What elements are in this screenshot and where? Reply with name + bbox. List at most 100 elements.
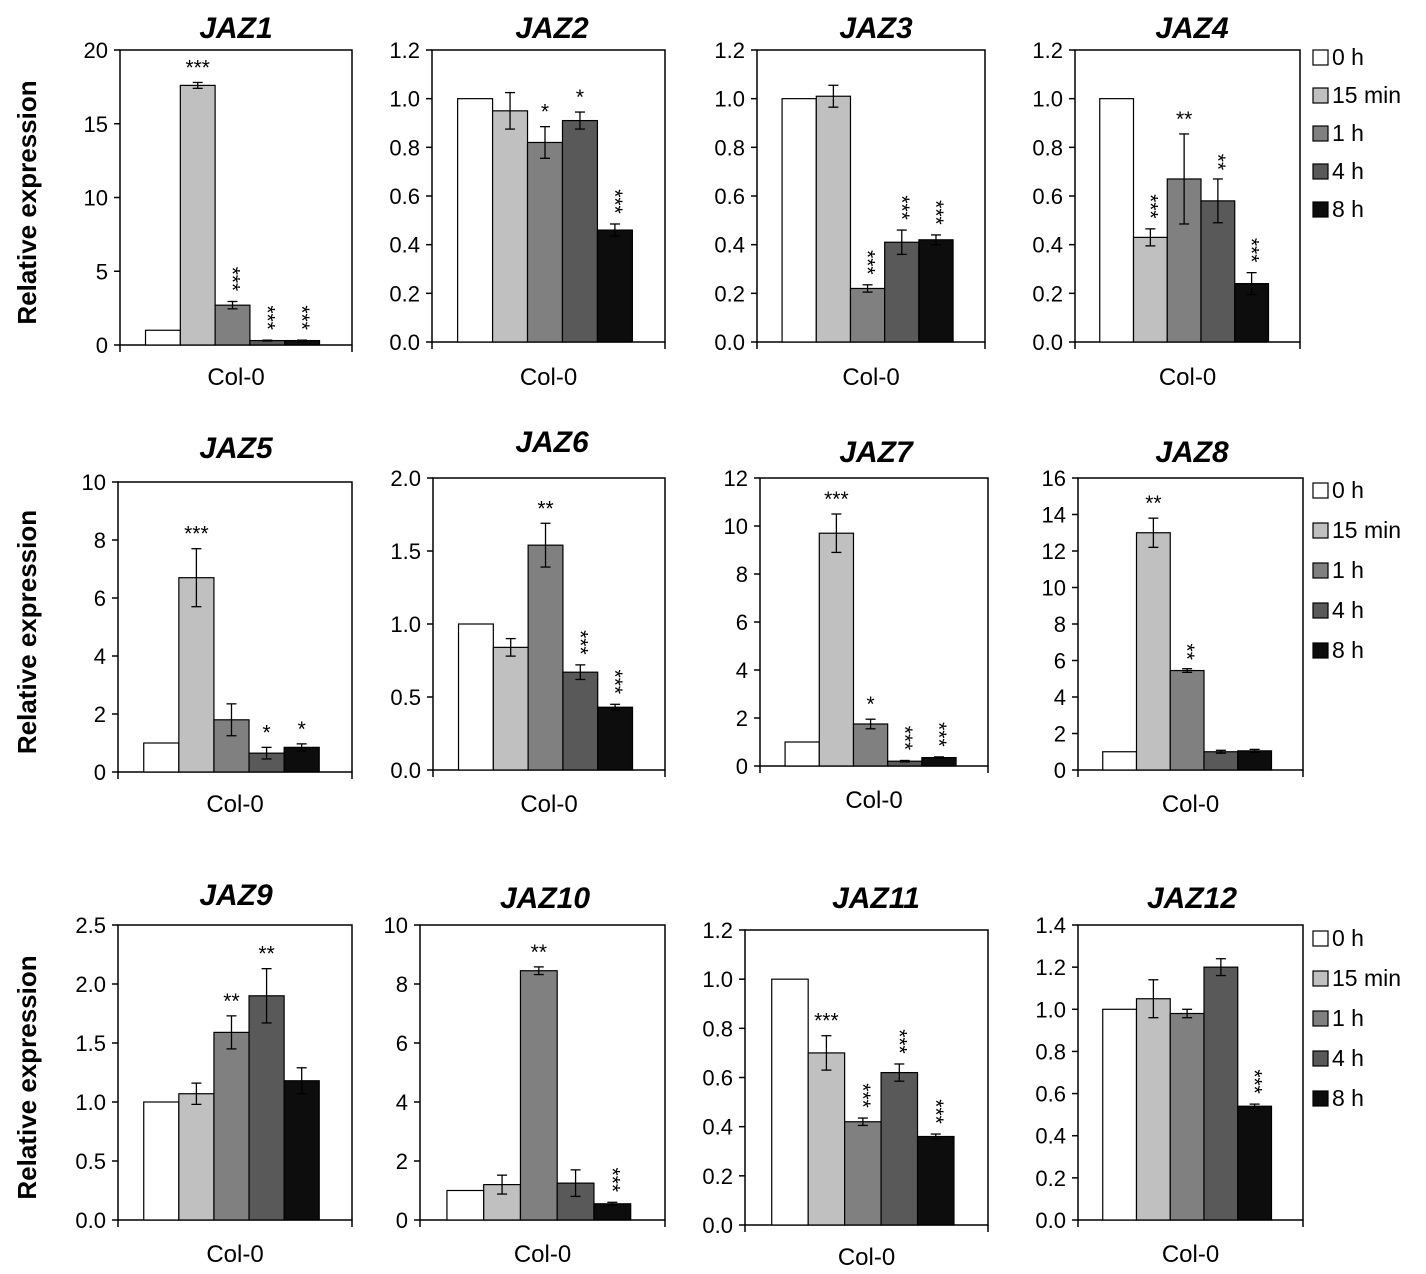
- panel-4-bar: [1099, 98, 1135, 343]
- panel-10-title: JAZ10: [500, 882, 590, 915]
- panel-1-significance-label: ***: [255, 305, 278, 330]
- panel-6-bar: [597, 706, 634, 771]
- panel-2-bar: [561, 119, 599, 343]
- panel-3-bar: [884, 241, 920, 343]
- panel-3-ytick-label: 1.2: [714, 38, 745, 63]
- panel-4-ytick-label: 0.4: [1032, 233, 1063, 258]
- panel-9-bar: [143, 1101, 180, 1221]
- panel-12-significance-label: ***: [1243, 1069, 1266, 1094]
- panel-6-ytick-label: 1.0: [390, 612, 421, 637]
- panel-7-ytick-label: 0: [736, 754, 748, 779]
- panel-1-significance-label: ***: [185, 56, 210, 79]
- panel-7-ytick-label: 4: [736, 658, 748, 683]
- panel-4-significance-label: ***: [1138, 194, 1161, 219]
- panel-11-bar: [807, 1052, 846, 1226]
- panel-12-legend-swatch: [1312, 1090, 1329, 1107]
- panel-11-category-label: Col-0: [838, 1244, 895, 1269]
- panel-2-bar: [526, 141, 564, 343]
- panel-11-ytick-label: 0.4: [702, 1115, 733, 1140]
- panel-7-ytick-label: 8: [736, 562, 748, 587]
- panel-3-bar: [918, 239, 954, 343]
- panel-7-bar: [784, 741, 820, 767]
- panel-1-plot-frame: [119, 49, 353, 346]
- panel-2-ytick-label: 0.6: [389, 184, 420, 209]
- panel-6-ytick-label: 0.5: [390, 685, 421, 710]
- panel-11-title: JAZ11: [832, 882, 920, 915]
- panel-4-legend-label: 15 min: [1332, 82, 1401, 108]
- panel-1-significance-label: ***: [290, 305, 313, 330]
- panel-3-ytick-label: 0.2: [714, 281, 745, 306]
- panel-9-ytick-label: 0.0: [75, 1208, 106, 1233]
- panel-2-significance-label: *: [576, 86, 584, 109]
- panel-7-ytick-label: 2: [736, 706, 748, 731]
- panel-8-ytick-label: 6: [1054, 649, 1066, 674]
- panel-5-bar: [143, 742, 180, 773]
- panel-12-bar: [1102, 1008, 1138, 1221]
- panel-1-title: JAZ1: [199, 12, 272, 45]
- panel-3-bar: [815, 95, 852, 343]
- panel-6-bar: [457, 623, 494, 771]
- panel-8-ytick-label: 16: [1042, 466, 1066, 491]
- panel-12-legend-label: 0 h: [1332, 925, 1364, 951]
- panel-2-ytick-label: 0.8: [389, 135, 420, 160]
- panel-1-category-label: Col-0: [207, 364, 264, 391]
- panel-9-ytick-label: 1.5: [75, 1031, 106, 1056]
- panel-4-legend-swatch: [1312, 163, 1329, 180]
- panel-4-legend-label: 8 h: [1332, 196, 1364, 222]
- panel-5-ytick-label: 6: [94, 586, 106, 611]
- panel-12-ytick-label: 0.6: [1035, 1082, 1066, 1107]
- panel-8-ytick-label: 14: [1042, 503, 1066, 528]
- panel-10-ytick-label: 8: [396, 972, 408, 997]
- panel-1-bar: [144, 329, 181, 346]
- panel-4-title: JAZ4: [1155, 12, 1229, 45]
- panel-2-ytick-label: 1.0: [389, 87, 420, 112]
- panel-7-bar: [818, 532, 855, 767]
- panel-3-significance-label: ***: [856, 250, 879, 275]
- panel-8-legend-swatch: [1312, 602, 1329, 619]
- panel-8-legend-label: 1 h: [1332, 557, 1364, 583]
- panel-2-title: JAZ2: [515, 12, 589, 45]
- panel-12-bar: [1169, 1012, 1205, 1221]
- panel-9-ylabel: Relative expression: [12, 955, 42, 1199]
- panel-2-bar: [457, 98, 494, 343]
- panel-1-significance-label: ***: [221, 267, 244, 292]
- panel-1-bar: [214, 304, 251, 346]
- panel-8-bar: [1135, 532, 1171, 771]
- panel-2-ytick-label: 1.2: [389, 38, 420, 63]
- panel-3-ytick-label: 1.0: [714, 87, 745, 112]
- panel-8-legend-swatch: [1312, 562, 1329, 579]
- panel-8-title: JAZ8: [1155, 436, 1229, 469]
- panel-12-ytick-label: 1.2: [1035, 955, 1066, 980]
- panel-7-ytick-label: 12: [724, 466, 748, 491]
- panel-6-ytick-label: 2.0: [390, 466, 421, 491]
- panel-4-ytick-label: 1.0: [1032, 87, 1063, 112]
- panel-4-significance-label: **: [1206, 154, 1229, 170]
- panel-9-title: JAZ9: [199, 879, 273, 912]
- panel-3-category-label: Col-0: [842, 364, 899, 391]
- panel-6-ytick-label: 0.0: [390, 758, 421, 783]
- panel-8-legend-swatch: [1312, 522, 1329, 539]
- panel-5-title: JAZ5: [199, 432, 274, 465]
- panel-5-significance-label: *: [298, 718, 306, 741]
- panel-8-legend-swatch: [1312, 642, 1329, 659]
- panel-8-bar: [1203, 751, 1239, 771]
- panel-9-bar: [213, 1031, 250, 1221]
- panel-3-bar: [781, 98, 817, 343]
- panel-2-ytick-label: 0.0: [389, 330, 420, 355]
- panel-10-bar: [446, 1189, 485, 1221]
- panel-11-significance-label: ***: [814, 1010, 839, 1033]
- panel-2-significance-label: *: [541, 101, 549, 124]
- panel-6-bar: [492, 646, 529, 771]
- panel-8-significance-label: **: [1145, 492, 1161, 515]
- panel-2-bar: [491, 110, 529, 343]
- panel-6-bar: [562, 671, 599, 771]
- panel-10-significance-label: ***: [600, 1168, 623, 1193]
- panel-11-ytick-label: 0.8: [702, 1016, 733, 1041]
- panel-12-ytick-label: 0.2: [1035, 1166, 1066, 1191]
- panel-8-significance-label: **: [1175, 644, 1198, 660]
- panel-7-significance-label: ***: [927, 722, 950, 747]
- panel-5-significance-label: *: [262, 721, 270, 744]
- panel-10-bar: [593, 1203, 632, 1221]
- panel-3-title: JAZ3: [839, 12, 913, 45]
